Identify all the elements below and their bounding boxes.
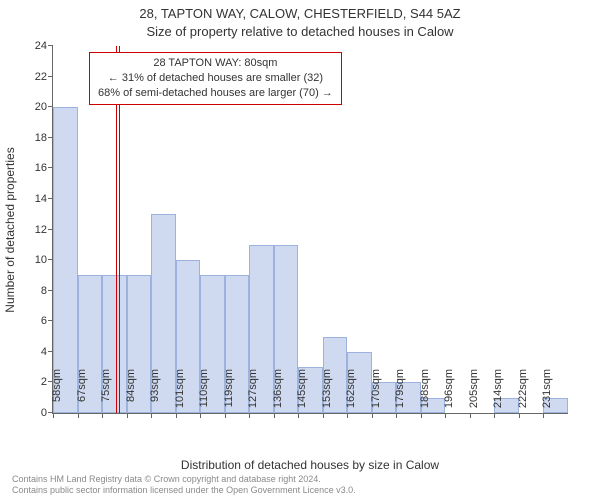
y-tick-label: 20 <box>35 101 53 113</box>
y-tick-label: 4 <box>41 346 53 358</box>
y-tick-mark <box>48 76 53 77</box>
x-tick-label: 101sqm <box>174 369 186 419</box>
x-tick-label: 162sqm <box>345 369 357 419</box>
y-tick-label: 6 <box>41 315 53 327</box>
y-tick-mark <box>48 45 53 46</box>
x-tick-label: 205sqm <box>468 369 480 419</box>
x-tick-label: 231sqm <box>541 369 553 419</box>
histogram-bar <box>53 107 78 413</box>
chart-title-sub: Size of property relative to detached ho… <box>0 24 600 39</box>
footer-line-1: Contains HM Land Registry data © Crown c… <box>12 474 356 485</box>
x-tick-label: 214sqm <box>492 369 504 419</box>
y-tick-label: 10 <box>35 254 53 266</box>
x-tick-label: 67sqm <box>76 369 88 419</box>
y-tick-label: 24 <box>35 40 53 52</box>
y-axis-label: Number of detached properties <box>3 147 17 312</box>
x-tick-label: 179sqm <box>394 369 406 419</box>
x-tick-label: 145sqm <box>296 369 308 419</box>
y-tick-label: 14 <box>35 193 53 205</box>
x-tick-label: 136sqm <box>272 369 284 419</box>
x-tick-label: 119sqm <box>223 369 235 419</box>
y-tick-label: 18 <box>35 132 53 144</box>
footer-attribution: Contains HM Land Registry data © Crown c… <box>12 474 356 496</box>
x-tick-label: 75sqm <box>100 369 112 419</box>
x-tick-label: 127sqm <box>247 369 259 419</box>
x-axis-label: Distribution of detached houses by size … <box>52 458 568 472</box>
x-tick-label: 58sqm <box>51 369 63 419</box>
x-tick-label: 196sqm <box>443 369 455 419</box>
annotation-line-1: 28 TAPTON WAY: 80sqm <box>98 56 333 71</box>
y-tick-label: 12 <box>35 224 53 236</box>
plot-area: 02468101214161820222458sqm67sqm75sqm84sq… <box>52 46 568 414</box>
x-tick-label: 93sqm <box>149 369 161 419</box>
x-tick-label: 222sqm <box>517 369 529 419</box>
x-tick-label: 84sqm <box>125 369 137 419</box>
x-tick-label: 110sqm <box>198 369 210 419</box>
y-tick-label: 8 <box>41 285 53 297</box>
annotation-line-2: ← 31% of detached houses are smaller (32… <box>98 71 333 86</box>
chart-container: 28, TAPTON WAY, CALOW, CHESTERFIELD, S44… <box>0 0 600 500</box>
y-tick-label: 22 <box>35 71 53 83</box>
y-tick-label: 16 <box>35 162 53 174</box>
footer-line-2: Contains public sector information licen… <box>12 485 356 496</box>
annotation-box: 28 TAPTON WAY: 80sqm← 31% of detached ho… <box>89 52 342 105</box>
annotation-line-3: 68% of semi-detached houses are larger (… <box>98 86 333 101</box>
x-tick-label: 170sqm <box>370 369 382 419</box>
chart-title-main: 28, TAPTON WAY, CALOW, CHESTERFIELD, S44… <box>0 6 600 21</box>
x-tick-label: 153sqm <box>321 369 333 419</box>
x-tick-label: 188sqm <box>419 369 431 419</box>
